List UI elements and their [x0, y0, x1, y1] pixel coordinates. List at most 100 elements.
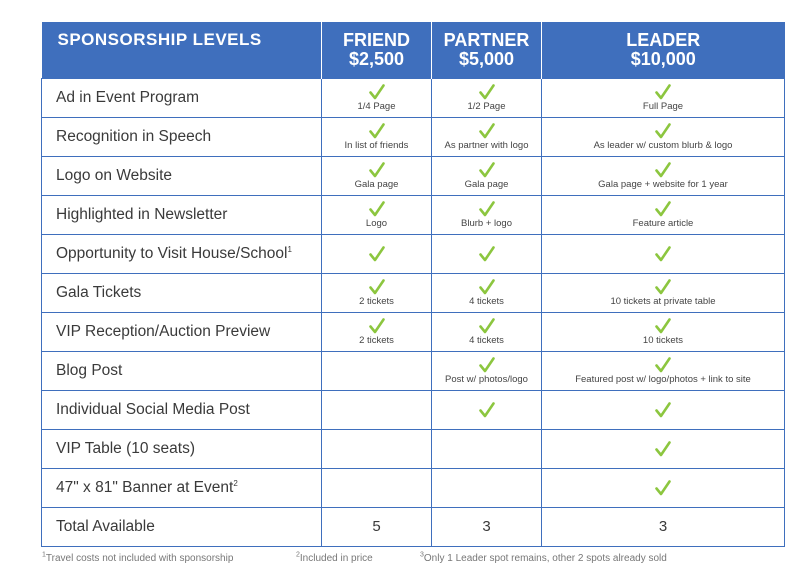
feature-text: Blog Post	[56, 362, 123, 379]
checkmark-icon	[478, 162, 495, 178]
cell-partner	[431, 468, 542, 508]
cell-note: Gala page	[464, 179, 509, 190]
cell-leader	[541, 468, 785, 508]
cell-leader: As leader w/ custom blurb & logo	[541, 117, 785, 157]
cell-note: 10 tickets at private table	[610, 296, 716, 307]
table-row: Blog Post Post w/ photos/logo Featured pos…	[41, 351, 785, 391]
checkmark-icon	[655, 480, 671, 496]
feature-label: Blog Post	[41, 351, 322, 391]
feature-label: VIP Table (10 seats)	[41, 429, 322, 469]
feature-label: 47" x 81" Banner at Event2	[41, 468, 322, 508]
checkmark-icon	[655, 318, 671, 334]
feature-text: 47" x 81" Banner at Event	[56, 479, 234, 496]
table-row: VIP Table (10 seats)	[41, 429, 785, 469]
total-leader: 3	[541, 507, 785, 547]
footnote-2: 2Included in price	[296, 552, 373, 564]
total-row: Total Available 5 3 3	[41, 507, 785, 547]
cell-leader: Full Page	[541, 78, 785, 118]
feature-label: Recognition in Speech	[41, 117, 322, 157]
feature-label: Highlighted in Newsletter	[41, 195, 322, 235]
footnote-3: 3Only 1 Leader spot remains, other 2 spo…	[420, 552, 667, 564]
checkmark-icon	[368, 201, 385, 217]
level-name: LEADER	[626, 30, 701, 50]
cell-leader: Gala page + website for 1 year	[541, 156, 785, 196]
cell-note: 10 tickets	[642, 335, 684, 346]
footnote-text: Included in price	[299, 553, 373, 564]
feature-text: Ad in Event Program	[56, 89, 200, 106]
cell-leader: 10 tickets at private table	[541, 273, 785, 313]
level-price: $2,500	[348, 49, 405, 69]
checkmark-icon	[368, 318, 385, 334]
cell-partner: Gala page	[431, 156, 542, 196]
cell-note: As leader w/ custom blurb & logo	[593, 140, 733, 151]
footnote-text: Travel costs not included with sponsorsh…	[45, 553, 234, 564]
feature-text: Opportunity to Visit House/School	[56, 245, 288, 262]
cell-note: Full Page	[642, 101, 684, 112]
cell-friend	[321, 351, 432, 391]
cell-friend	[321, 429, 432, 469]
total-value: 3	[658, 518, 668, 535]
feature-label: Logo on Website	[41, 156, 322, 196]
checkmark-icon	[655, 402, 671, 418]
header-row: SPONSORSHIP LEVELS FRIEND $2,500 PARTNER…	[41, 22, 785, 79]
cell-note: Post w/ photos/logo	[445, 374, 528, 385]
cell-friend: 2 tickets	[321, 273, 432, 313]
cell-leader	[541, 234, 785, 274]
total-label: Total Available	[41, 507, 322, 547]
cell-note: In list of friends	[344, 140, 409, 151]
feature-label: Gala Tickets	[41, 273, 322, 313]
cell-note: 4 tickets	[469, 296, 504, 307]
footnote-ref: 2	[233, 478, 238, 488]
cell-partner: 1/2 Page	[431, 78, 542, 118]
checkmark-icon	[478, 318, 495, 334]
footnote-mark: 1	[42, 551, 46, 559]
feature-label: Individual Social Media Post	[41, 390, 322, 430]
level-price: $5,000	[458, 49, 515, 69]
cell-partner	[431, 429, 542, 469]
cell-friend	[321, 468, 432, 508]
total-value: 3	[482, 518, 491, 535]
checkmark-icon	[655, 201, 671, 217]
cell-leader	[541, 390, 785, 430]
cell-partner: 4 tickets	[431, 312, 542, 352]
checkmark-icon	[368, 123, 385, 139]
level-price: $10,000	[630, 49, 696, 69]
checkmark-icon	[368, 84, 385, 100]
cell-note: Gala page + website for 1 year	[598, 179, 728, 190]
footnote-ref: 1	[287, 244, 292, 254]
feature-label: Opportunity to Visit House/School1	[41, 234, 322, 274]
level-partner: PARTNER $5,000	[431, 22, 542, 79]
cell-friend: In list of friends	[321, 117, 432, 157]
feature-text: VIP Table (10 seats)	[56, 440, 196, 457]
feature-text: Highlighted in Newsletter	[56, 206, 228, 223]
checkmark-icon	[368, 246, 385, 262]
cell-note: 4 tickets	[469, 335, 504, 346]
checkmark-icon	[478, 246, 495, 262]
checkmark-icon	[478, 402, 495, 418]
footnote-1: 1Travel costs not included with sponsors…	[42, 551, 234, 564]
feature-text: Gala Tickets	[56, 284, 142, 301]
table-row: Highlighted in Newsletter Logo Blurb + log…	[41, 195, 785, 235]
checkmark-icon	[478, 279, 495, 295]
table-row: VIP Reception/Auction Preview 2 tickets 4 …	[41, 312, 785, 352]
cell-friend: 2 tickets	[321, 312, 432, 352]
checkmark-icon	[478, 357, 495, 373]
cell-friend: 1/4 Page	[321, 78, 432, 118]
level-friend: FRIEND $2,500	[321, 22, 432, 79]
cell-leader: Feature article	[541, 195, 785, 235]
cell-note: Featured post w/ logo/photos + link to s…	[575, 374, 751, 385]
cell-leader	[541, 429, 785, 469]
total-value: 5	[372, 518, 381, 535]
level-name: FRIEND	[343, 30, 410, 50]
sponsorship-table: SPONSORSHIP LEVELS FRIEND $2,500 PARTNER…	[41, 22, 785, 547]
checkmark-icon	[478, 201, 495, 217]
cell-note: 2 tickets	[359, 296, 394, 307]
feature-text: VIP Reception/Auction Preview	[56, 323, 271, 340]
level-leader: LEADER $10,000	[541, 22, 785, 79]
total-friend: 5	[321, 507, 432, 547]
feature-label: Ad in Event Program	[41, 78, 322, 118]
table-row: 47" x 81" Banner at Event2	[41, 468, 785, 508]
cell-note: Blurb + logo	[461, 218, 512, 229]
cell-note: Feature article	[632, 218, 694, 229]
cell-note: Logo	[365, 218, 388, 229]
